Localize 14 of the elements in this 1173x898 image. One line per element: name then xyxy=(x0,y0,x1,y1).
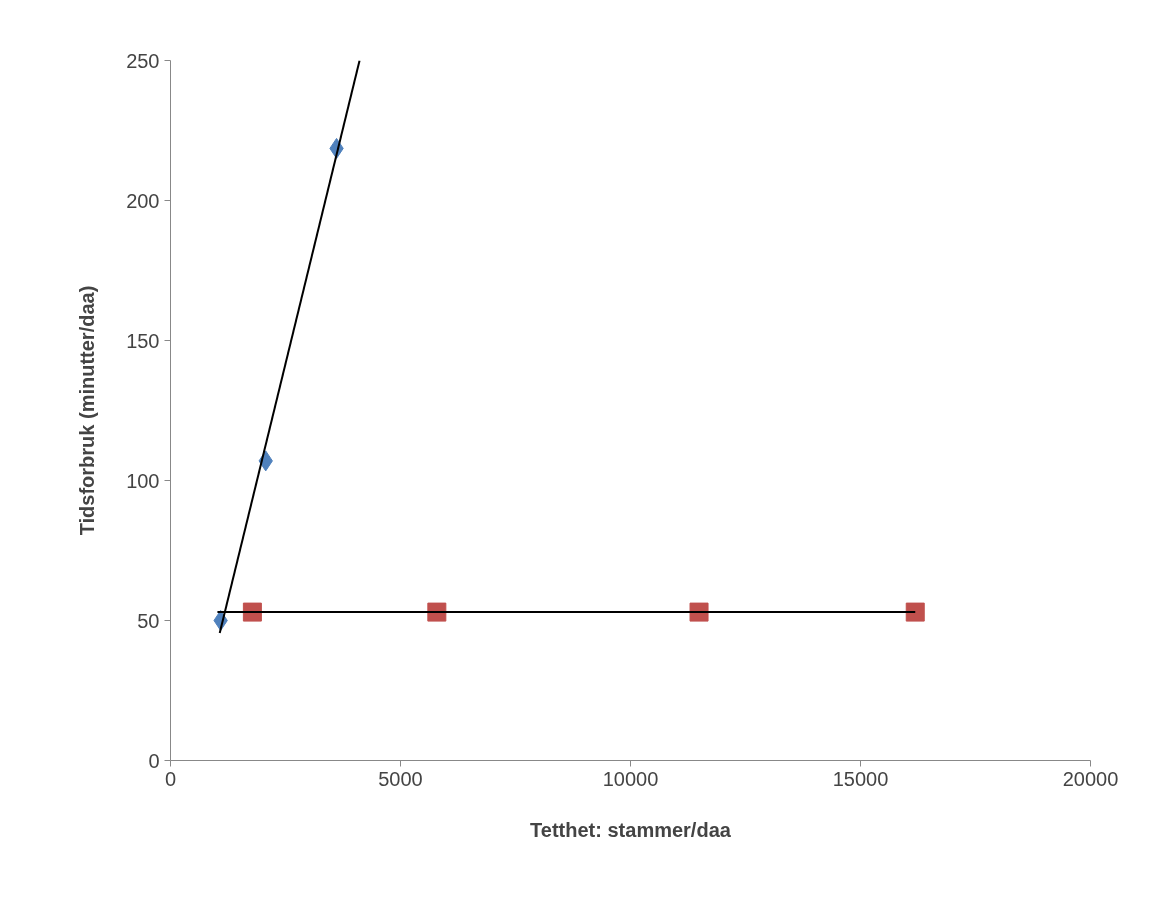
y-tick-label: 200 xyxy=(126,189,160,212)
y-tick-label: 0 xyxy=(148,749,160,772)
x-tick-label: 15000 xyxy=(832,767,889,790)
x-tick-label: 10000 xyxy=(602,767,659,790)
y-tick-label: 250 xyxy=(126,49,160,72)
y-tick-label: 100 xyxy=(126,469,160,492)
x-axis-title: Tetthet: stammer/daa xyxy=(530,818,732,841)
x-tick-label: 5000 xyxy=(378,767,423,790)
y-tick-label: 150 xyxy=(126,329,160,352)
x-tick-label: 0 xyxy=(164,767,177,790)
y-tick-label: 50 xyxy=(137,609,160,632)
y-axis-title: Tidsforbruk (minutter/daa) xyxy=(76,285,99,536)
point xyxy=(905,602,925,622)
x-tick-label: 20000 xyxy=(1062,767,1119,790)
